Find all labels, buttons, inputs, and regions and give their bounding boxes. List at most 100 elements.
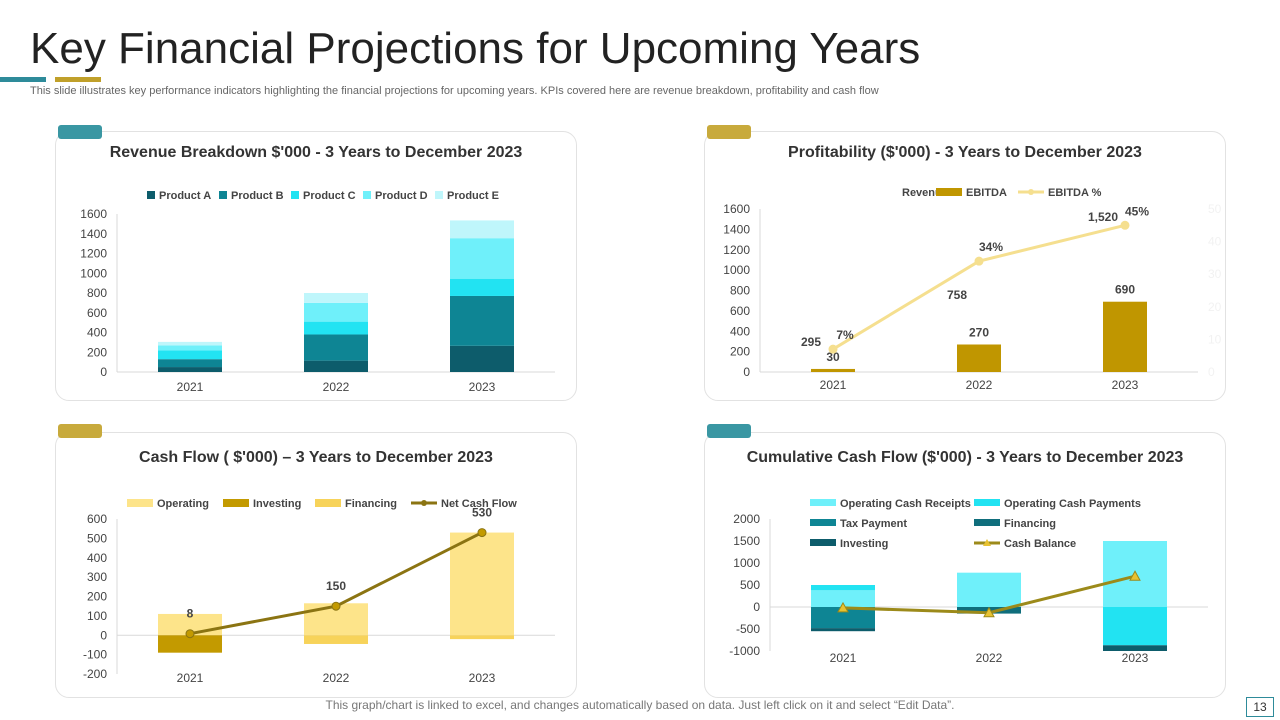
legend-swatch: [810, 539, 836, 546]
y-tick-label: 1200: [80, 247, 107, 261]
legend-swatch: [219, 191, 227, 199]
y-tick-label: -100: [83, 648, 107, 662]
revenue-chart[interactable]: 0 200 400 600 800 1000 1200 1400 1600 2021 2022 202…: [55, 170, 575, 400]
y-tick-label: 0: [753, 600, 760, 614]
y-tick-label: 300: [87, 570, 107, 584]
y-tick-label: 1600: [723, 202, 750, 216]
legend-marker: [1028, 189, 1034, 195]
x-tick-label: 2022: [966, 378, 993, 392]
legend-label: Operating Cash Payments: [1004, 498, 1141, 510]
x-tick-label: 2021: [177, 671, 204, 685]
bar-segment: [304, 334, 368, 361]
bar-data-label: 30: [826, 350, 840, 364]
legend-label: EBITDA %: [1048, 187, 1102, 199]
y-tick-label: 1000: [723, 263, 750, 277]
cash-flow-chart[interactable]: -200 -100 0 100 200 300 400 500 600 2021 2022 2023 8…: [55, 475, 575, 695]
legend-label: Financing: [1004, 518, 1056, 530]
legend-swatch: [315, 499, 341, 507]
bar-segment: [450, 345, 514, 372]
y-tick-label: 1400: [80, 227, 107, 241]
title-accent-teal: [0, 77, 46, 82]
bar-segment: [450, 278, 514, 296]
bar: [1103, 301, 1147, 372]
legend-swatch: [810, 499, 836, 506]
profitability-chart[interactable]: 0 200 400 600 800 1000 1200 1400 1600 0 10 20 30 40 50…: [704, 170, 1224, 400]
line-data-label: 34%: [979, 240, 1003, 254]
bar-segment: [450, 635, 514, 640]
bar-segment: [811, 628, 875, 632]
legend-label: EBITDA: [966, 187, 1007, 199]
bar-data-label: 690: [1115, 283, 1135, 297]
legend-swatch: [974, 499, 1000, 506]
line-data-label: 150: [326, 579, 346, 593]
y-tick-label: 1000: [80, 266, 107, 280]
y-tick-label: 500: [87, 531, 107, 545]
bar-segment: [450, 238, 514, 279]
line-data-label: 530: [472, 506, 492, 520]
y-tick-label: 1500: [733, 534, 760, 548]
bar-segment: [1103, 645, 1167, 651]
footer-note: This graph/chart is linked to excel, and…: [325, 698, 955, 712]
legend-swatch: [127, 499, 153, 507]
profitability-chart-title: Profitability ($'000) - 3 Years to Decem…: [788, 144, 1142, 161]
bar: [957, 344, 1001, 372]
cumulative-cash-flow-chart[interactable]: -1000 -500 0 500 1000 1500 2000 2021 2022 2023 Ope…: [704, 475, 1224, 695]
bar-segment: [1103, 607, 1167, 646]
legend-swatch: [363, 191, 371, 199]
bar-segment: [304, 360, 368, 372]
bar: [811, 368, 855, 372]
y-tick-label: 0: [100, 365, 107, 379]
x-tick-label: 2023: [469, 671, 496, 685]
legend-label: Product A: [159, 190, 211, 202]
bar-segment: [811, 607, 875, 629]
legend-swatch: [936, 188, 962, 196]
y-tick-label: 1600: [80, 207, 107, 221]
y2-tick-label: 40: [1208, 235, 1222, 249]
legend-label: Investing: [840, 538, 888, 550]
bar-segment: [304, 302, 368, 322]
revenue-card-tab: [58, 125, 102, 139]
bar-segment: [957, 572, 1021, 607]
x-tick-label: 2022: [323, 671, 350, 685]
y2-tick-label: 0: [1208, 365, 1215, 379]
y-tick-label: 600: [730, 304, 750, 318]
bar-segment: [304, 321, 368, 335]
bar-segment: [158, 367, 222, 372]
legend-swatch: [435, 191, 443, 199]
revenue-chart-title: Revenue Breakdown $'000 - 3 Years to Dec…: [109, 144, 523, 161]
legend-label: Product B: [231, 190, 284, 202]
line-marker: [974, 256, 984, 266]
revenue-data-label: 1,520: [1088, 210, 1118, 224]
legend-label: Product D: [375, 190, 428, 202]
y-tick-label: 200: [87, 590, 107, 604]
cumulative-chart-title: Cumulative Cash Flow ($'000) - 3 Years t…: [746, 449, 1184, 466]
y-tick-label: 1000: [733, 556, 760, 570]
y-tick-label: 400: [87, 551, 107, 565]
revenue-data-label: 758: [947, 288, 967, 302]
bar-segment: [158, 350, 222, 360]
y-tick-label: 400: [87, 326, 107, 340]
cumulative-card-tab: [707, 424, 751, 438]
legend-swatch: [291, 191, 299, 199]
y2-tick-label: 10: [1208, 332, 1222, 346]
y-tick-label: 1200: [723, 243, 750, 257]
page-title: Key Financial Projections for Upcoming Y…: [30, 24, 921, 73]
bar-segment: [811, 585, 875, 591]
bar-segment: [158, 341, 222, 346]
y-tick-label: -500: [736, 622, 760, 636]
line-marker: [185, 629, 195, 639]
legend-label: Financing: [345, 498, 397, 510]
line-marker: [828, 344, 838, 354]
y-tick-label: 500: [740, 578, 760, 592]
y2-tick-label: 30: [1208, 267, 1222, 281]
bar-segment: [450, 220, 514, 239]
line-marker: [477, 528, 487, 538]
legend-label: Net Cash Flow: [441, 498, 517, 510]
line-marker: [1129, 570, 1141, 581]
y-tick-label: 0: [100, 628, 107, 642]
y-tick-label: 200: [730, 345, 750, 359]
cash-flow-card-tab: [58, 424, 102, 438]
bar-segment: [811, 590, 875, 607]
y-tick-label: 2000: [733, 512, 760, 526]
cash-flow-chart-title: Cash Flow ( $'000) – 3 Years to December…: [139, 449, 493, 466]
